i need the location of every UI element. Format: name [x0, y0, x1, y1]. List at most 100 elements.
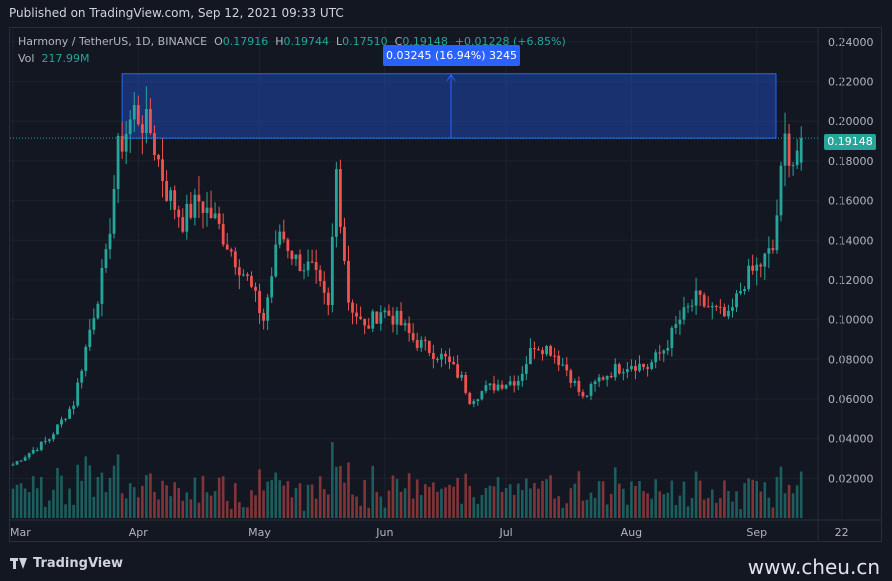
- candle-body: [72, 405, 76, 409]
- candle-body: [35, 449, 39, 451]
- volume-bar: [783, 493, 787, 518]
- candle-body: [415, 339, 419, 348]
- x-tick-label: Mar: [10, 526, 31, 539]
- candle-body: [553, 355, 557, 357]
- candle-body: [650, 362, 654, 369]
- candle-body: [112, 189, 116, 234]
- volume-bar: [60, 475, 63, 518]
- candle-body: [771, 248, 775, 251]
- volume-bar: [116, 454, 120, 518]
- candle-body: [686, 306, 690, 308]
- volume-bar: [529, 488, 532, 518]
- price-chart[interactable]: 0.24000 0.22000 0.20000 0.18000 0.16000 0.140…: [0, 0, 892, 545]
- x-tick-label: Sep: [746, 526, 767, 539]
- candle-body: [743, 289, 747, 292]
- volume-bar: [15, 484, 19, 518]
- volume-bar: [771, 507, 775, 518]
- candle-body: [625, 369, 629, 373]
- candle-body: [508, 381, 512, 385]
- volume-bar: [35, 488, 39, 518]
- volume-bar: [710, 489, 714, 518]
- volume-bar: [157, 499, 160, 518]
- measure-label: 0.03245 (16.94%) 3245: [383, 45, 520, 66]
- candle-body: [666, 347, 670, 351]
- volume-bar: [387, 490, 391, 518]
- volume-bar: [650, 498, 653, 518]
- candle-body: [504, 384, 508, 389]
- candle-body: [601, 377, 605, 380]
- volume-bar: [468, 486, 472, 518]
- volume-bar: [448, 484, 451, 518]
- tradingview-logo-icon: [10, 558, 28, 569]
- published-caption: Published on TradingView.com, Sep 12, 20…: [9, 6, 344, 20]
- volume-bar: [763, 482, 767, 518]
- candle-body: [233, 251, 237, 268]
- volume-bar: [363, 480, 366, 518]
- candle-body: [237, 267, 241, 276]
- candle-body: [779, 165, 783, 216]
- volume-bar: [189, 499, 193, 518]
- volume-bar: [197, 502, 201, 518]
- candle-body: [88, 329, 92, 347]
- candle-body: [80, 370, 84, 383]
- volume-bar: [460, 503, 463, 518]
- candle-body: [128, 119, 132, 134]
- volume-bar: [343, 482, 346, 518]
- volume-bar: [44, 506, 47, 518]
- volume-bar: [359, 505, 362, 518]
- volume-bar: [274, 472, 278, 518]
- candle-body: [181, 217, 185, 232]
- candle-body: [589, 384, 593, 396]
- volume-bar: [68, 488, 71, 518]
- volume-bar: [141, 485, 144, 518]
- candle-body: [646, 367, 649, 369]
- volume-bar: [23, 488, 27, 518]
- candle-body: [557, 355, 561, 365]
- volume-bar: [209, 495, 213, 518]
- volume-bar: [258, 469, 261, 518]
- volume-bar: [399, 491, 403, 518]
- candle-body: [714, 305, 718, 307]
- candle-body: [383, 310, 387, 313]
- candle-body: [330, 236, 334, 306]
- y-tick-label: 0.06000: [828, 393, 874, 406]
- candle-body: [524, 364, 528, 374]
- volume-bar: [403, 488, 407, 518]
- volume-legend: Vol 217.99M: [18, 52, 89, 65]
- volume-value: 217.99M: [41, 52, 90, 65]
- volume-bar: [512, 494, 516, 518]
- open-key: O: [214, 35, 223, 48]
- candle-body: [484, 385, 488, 392]
- candle-body: [124, 133, 128, 152]
- volume-bar: [690, 497, 694, 518]
- candle-body: [136, 105, 140, 125]
- candle-body: [169, 190, 173, 201]
- candle-body: [472, 401, 476, 404]
- tradingview-brand[interactable]: TradingView: [10, 556, 123, 571]
- volume-bar: [213, 490, 217, 518]
- candle-body: [43, 440, 47, 442]
- candle-body: [440, 353, 443, 360]
- volume-bar: [238, 502, 241, 518]
- high-value: 0.19744: [283, 35, 330, 48]
- candle-body: [56, 424, 59, 435]
- candle-body: [735, 293, 738, 308]
- candle-body: [423, 339, 427, 341]
- candle-body: [318, 269, 322, 282]
- candle-body: [225, 244, 229, 250]
- candle-body: [322, 281, 326, 293]
- volume-bar: [217, 477, 221, 518]
- volume-bar: [654, 479, 657, 518]
- candle-body: [617, 364, 621, 374]
- candle-body: [68, 408, 71, 419]
- volume-bar: [124, 498, 128, 518]
- volume-bar: [52, 489, 55, 518]
- candle-body: [165, 181, 168, 201]
- volume-bar: [484, 487, 488, 518]
- candle-body: [193, 194, 197, 218]
- volume-bar: [48, 500, 51, 518]
- candle-body: [387, 310, 391, 316]
- volume-bar: [609, 493, 613, 518]
- candle-body: [452, 362, 455, 365]
- volume-bar: [686, 506, 690, 518]
